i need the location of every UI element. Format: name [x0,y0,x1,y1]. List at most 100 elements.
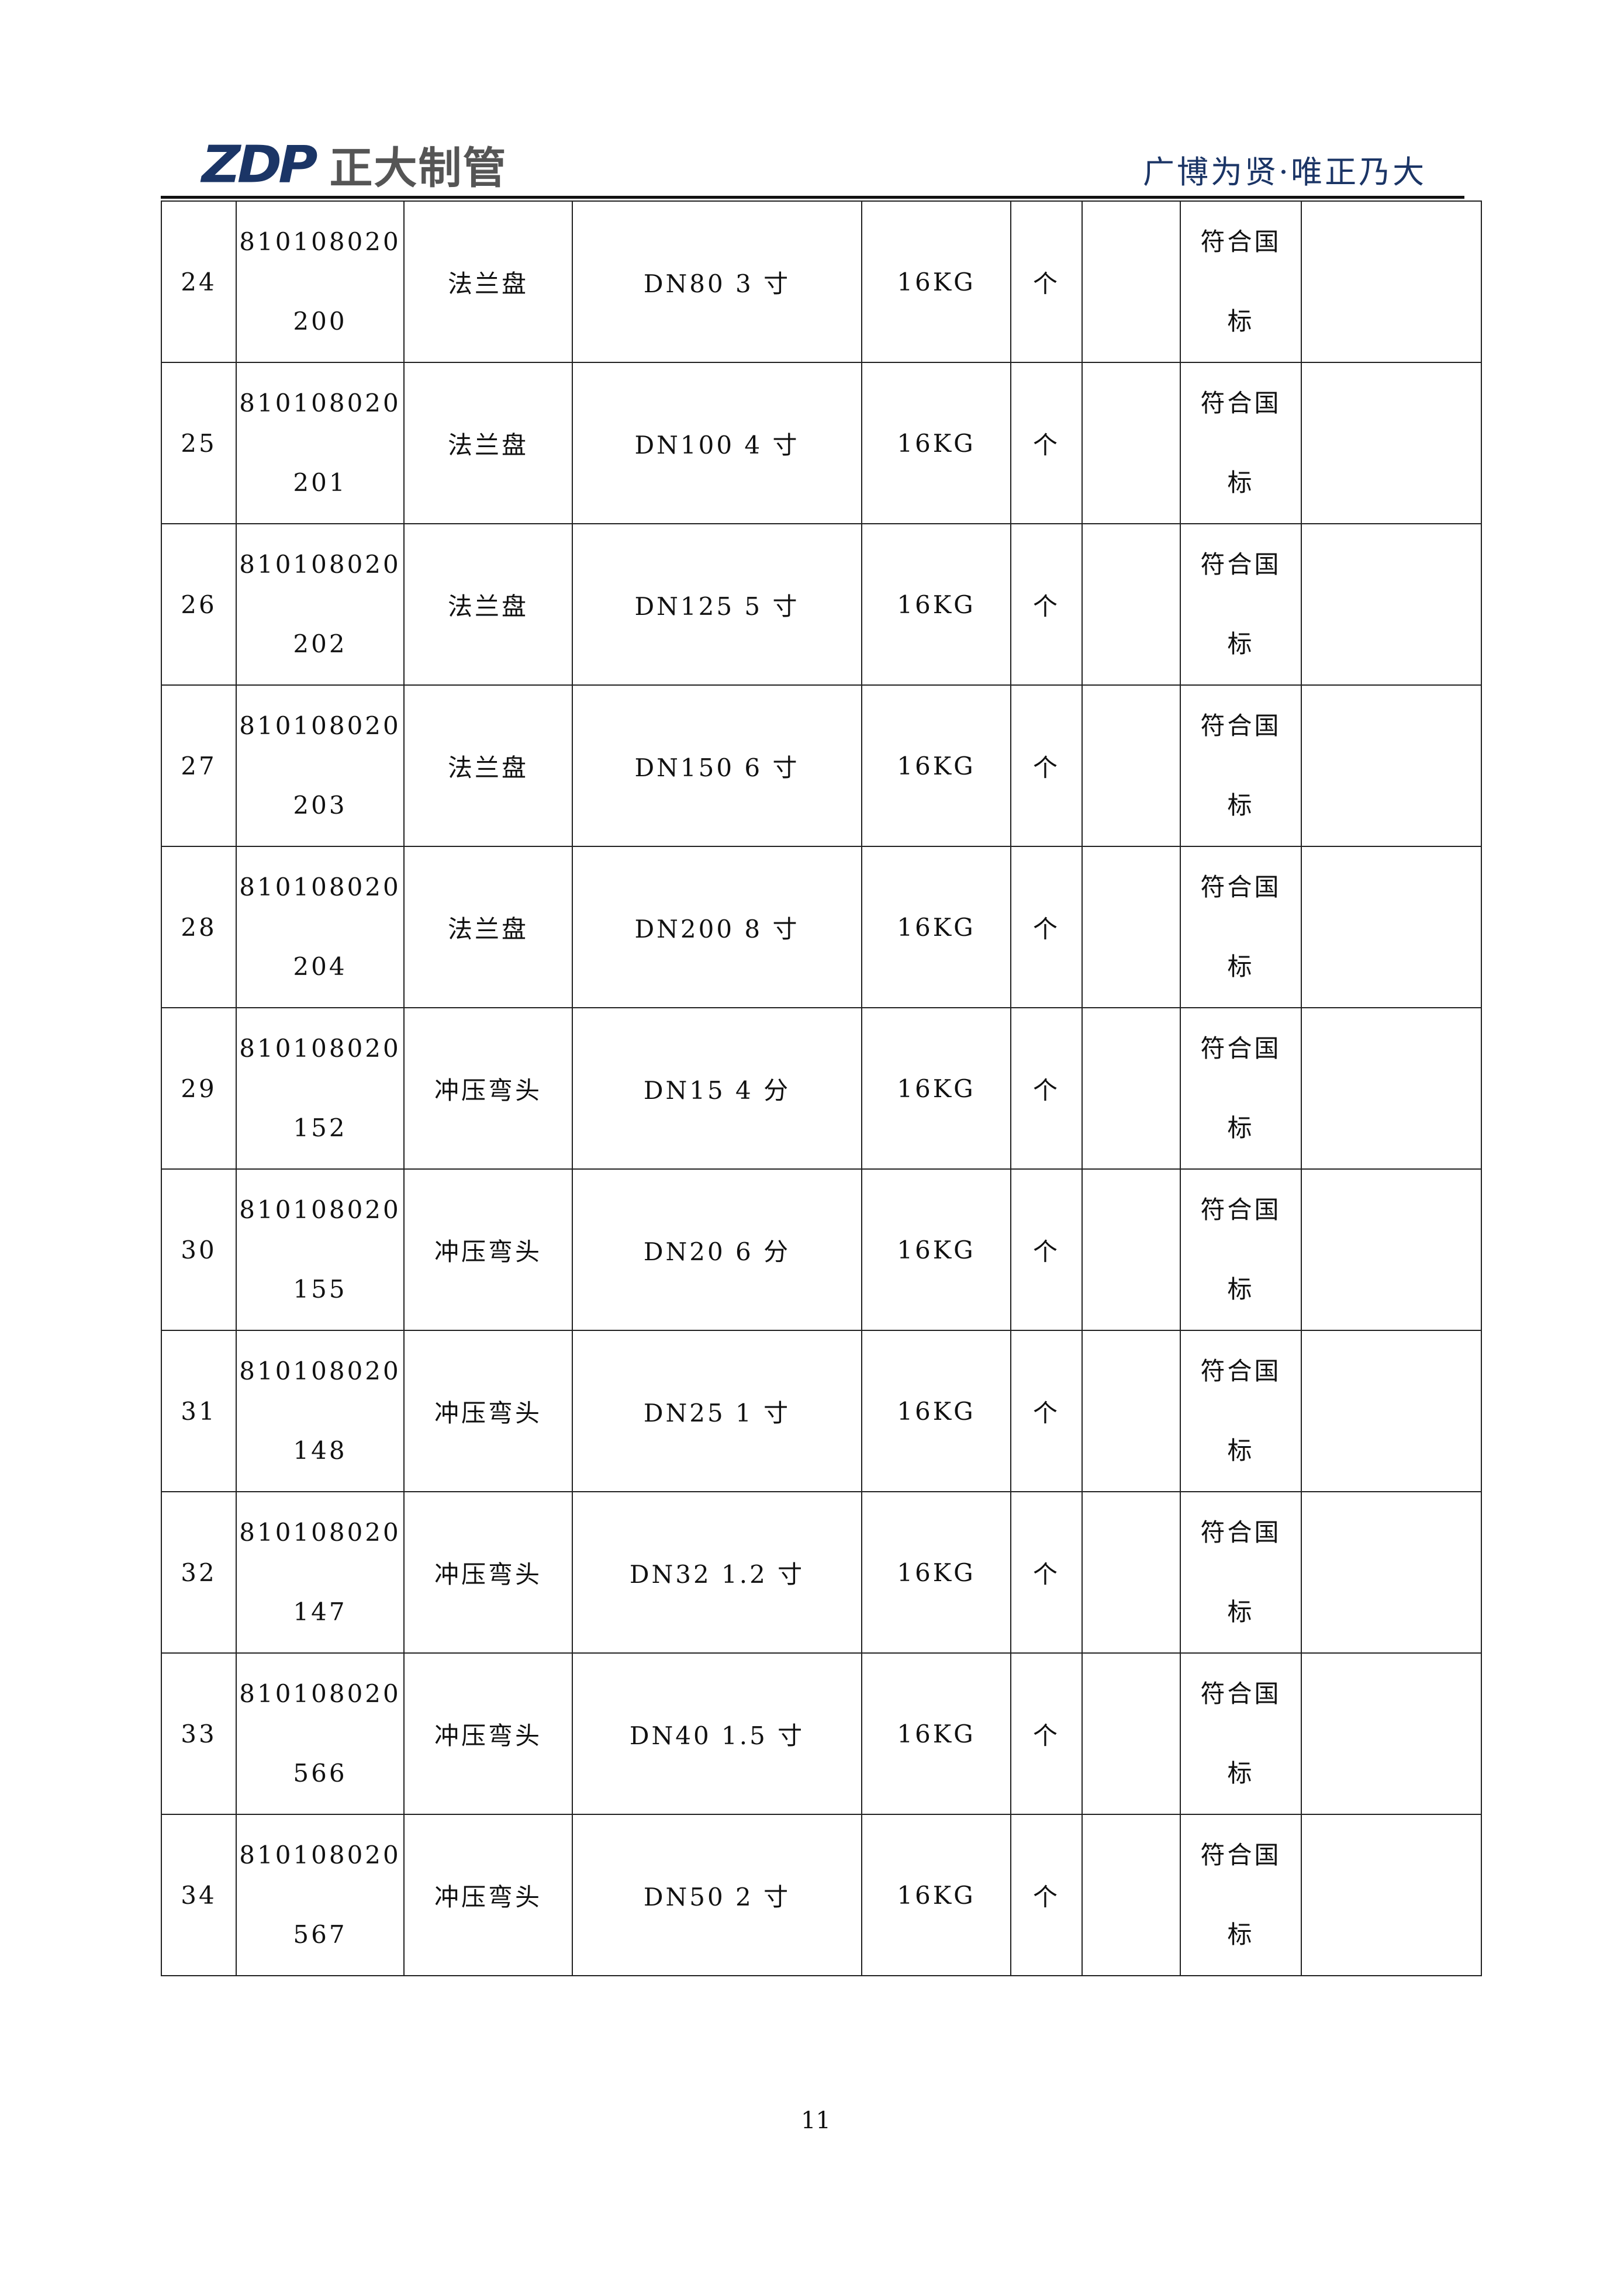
name-cell: 冲压弯头 [403,1491,573,1654]
name-cell: 冲压弯头 [403,1814,573,1976]
standard-line2: 标 [1227,1436,1255,1465]
weight: 16KG [897,912,976,942]
no-cell: 27 [161,684,237,847]
code-line1: 810108020 [239,389,401,417]
no-cell: 25 [161,362,237,524]
row-number: 26 [181,590,217,619]
product-name: 法兰盘 [447,430,528,459]
no-cell: 26 [161,523,237,686]
spec: DN15 4 分 [643,1076,791,1105]
unit-cell: 个 [1010,1814,1083,1976]
spec-cell: DN25 1 寸 [572,1330,862,1492]
standard-line2: 标 [1227,1597,1255,1626]
product-name: 法兰盘 [447,753,528,782]
no-cell: 32 [161,1491,237,1654]
row-number: 31 [181,1396,217,1426]
standard-line2: 标 [1227,1114,1255,1142]
note-cell [1301,523,1482,686]
product-name: 冲压弯头 [434,1721,542,1750]
code-line1: 810108020 [239,1679,401,1708]
table-row: 31 810108020 148 冲压弯头 DN25 1 寸 16KG 个 符合国标 [161,1330,1482,1492]
code-line1: 810108020 [239,711,401,740]
weight-cell: 16KG [861,1007,1011,1170]
name-cell: 法兰盘 [403,523,573,686]
weight-cell: 16KG [861,846,1011,1008]
standard-cell: 符合国标 [1180,523,1302,686]
code-line1: 810108020 [239,1034,401,1063]
code-line2: 567 [293,1920,347,1949]
code-cell: 810108020 152 [236,1007,405,1170]
note-cell [1301,684,1482,847]
name-cell: 法兰盘 [403,684,573,847]
code-cell: 810108020 201 [236,362,405,524]
standard-cell: 符合国标 [1180,846,1302,1008]
standard-line1: 符合国 [1200,1518,1281,1547]
no-cell: 31 [161,1330,237,1492]
name-cell: 冲压弯头 [403,1652,573,1815]
name-cell: 法兰盘 [403,846,573,1008]
weight: 16KG [897,1558,976,1587]
product-name: 冲压弯头 [434,1237,542,1266]
standard-cell: 符合国标 [1180,1652,1302,1815]
code-line2: 566 [293,1759,347,1787]
qty-cell [1081,1814,1181,1976]
header-divider [161,196,1464,199]
qty-cell [1081,684,1181,847]
standard-line2: 标 [1227,952,1255,981]
unit: 个 [1032,1398,1060,1427]
code-cell: 810108020 203 [236,684,405,847]
table-row: 25 810108020 201 法兰盘 DN100 4 寸 16KG 个 符合国标 [161,362,1482,524]
code-line2: 152 [293,1114,347,1142]
qty-cell [1081,1168,1181,1331]
code-cell: 810108020 567 [236,1814,405,1976]
code-line1: 810108020 [239,1841,401,1869]
standard-line1: 符合国 [1200,389,1281,417]
weight-cell: 16KG [861,1330,1011,1492]
spec-cell: DN15 4 分 [572,1007,862,1170]
row-number: 30 [181,1235,217,1264]
unit: 个 [1032,1076,1060,1105]
spec: DN80 3 寸 [643,269,791,298]
unit: 个 [1032,1721,1060,1750]
note-cell [1301,362,1482,524]
standard-line2: 标 [1227,791,1255,819]
weight: 16KG [897,751,976,780]
spec-cell: DN32 1.2 寸 [572,1491,862,1654]
note-cell [1301,1168,1482,1331]
spec: DN40 1.5 寸 [629,1721,805,1750]
product-name: 冲压弯头 [434,1398,542,1427]
qty-cell [1081,200,1181,363]
weight: 16KG [897,1880,976,1910]
standard-line2: 标 [1227,630,1255,658]
unit-cell: 个 [1010,1330,1083,1492]
weight: 16KG [897,1235,976,1264]
unit: 个 [1032,1237,1060,1266]
unit-cell: 个 [1010,523,1083,686]
table-row: 29 810108020 152 冲压弯头 DN15 4 分 16KG 个 符合国标 [161,1007,1482,1170]
spec: DN100 4 寸 [634,430,800,459]
spec: DN125 5 寸 [634,592,800,621]
page-number: 11 [801,2107,831,2134]
code-cell: 810108020 200 [236,200,405,363]
standard-line2: 标 [1227,1759,1255,1787]
code-cell: 810108020 155 [236,1168,405,1331]
name-cell: 冲压弯头 [403,1168,573,1331]
code-line2: 155 [293,1275,347,1303]
standard-line1: 符合国 [1200,873,1281,901]
unit-cell: 个 [1010,1491,1083,1654]
unit-cell: 个 [1010,200,1083,363]
no-cell: 28 [161,846,237,1008]
unit-cell: 个 [1010,846,1083,1008]
code-line1: 810108020 [239,1357,401,1385]
unit-cell: 个 [1010,362,1083,524]
qty-cell [1081,1007,1181,1170]
weight-cell: 16KG [861,362,1011,524]
name-cell: 法兰盘 [403,200,573,363]
weight-cell: 16KG [861,523,1011,686]
spec: DN200 8 寸 [634,914,800,943]
code-line2: 200 [293,307,347,336]
row-number: 28 [181,912,217,942]
spec-cell: DN200 8 寸 [572,846,862,1008]
spec: DN20 6 分 [643,1237,791,1266]
code-cell: 810108020 202 [236,523,405,686]
